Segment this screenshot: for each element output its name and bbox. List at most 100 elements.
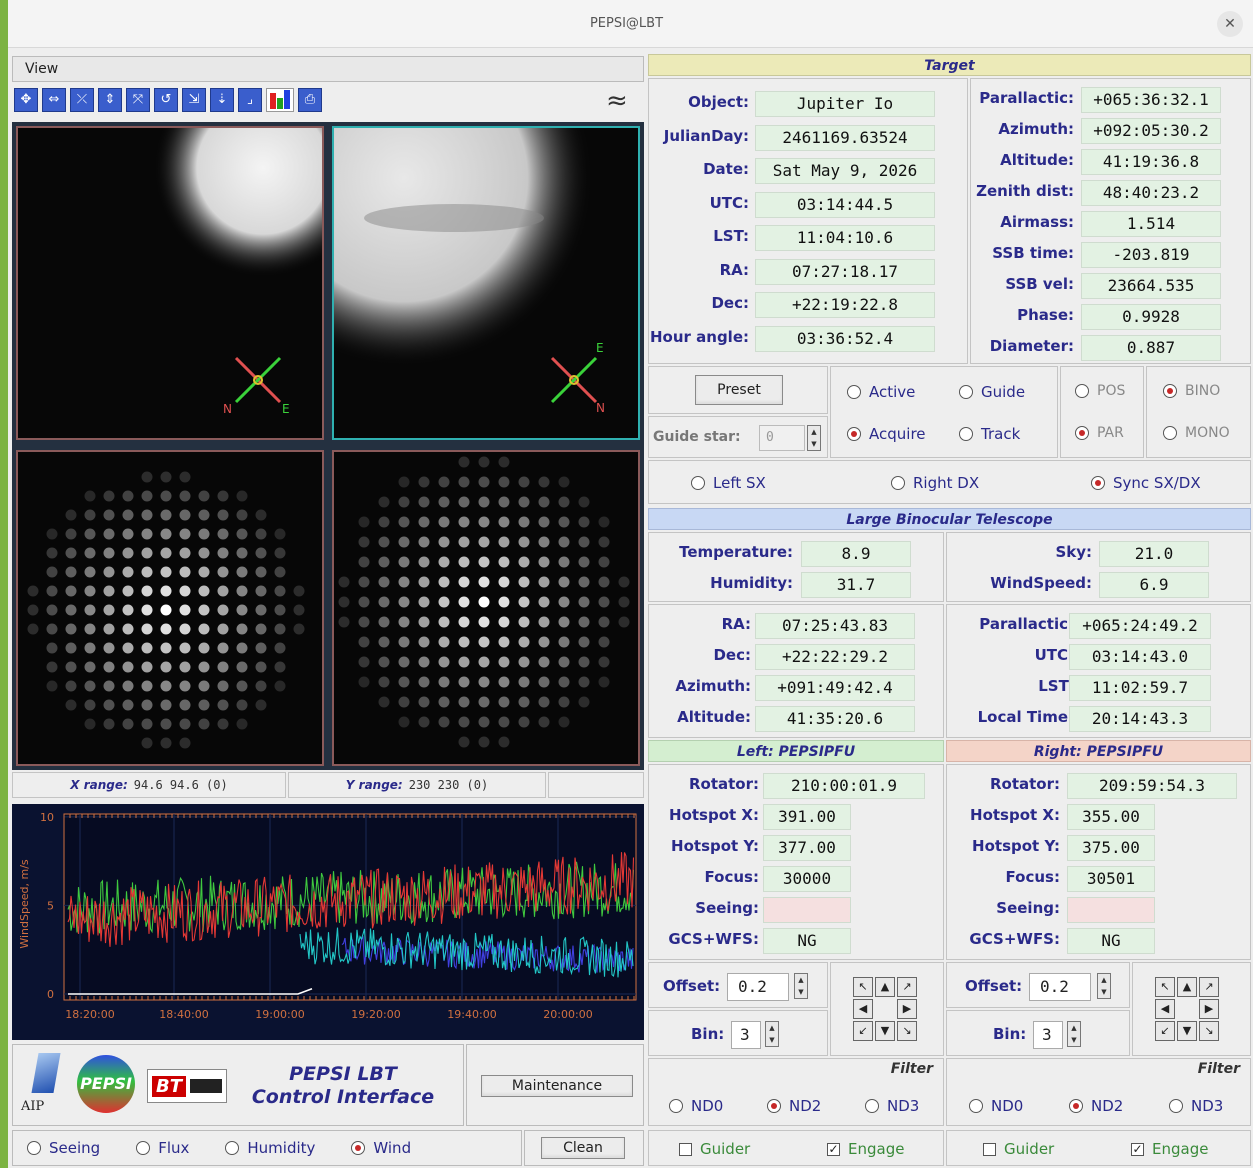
fiber-spot [498, 736, 510, 748]
right-arrow-up-left-icon[interactable]: ↖ [1155, 977, 1175, 997]
fiber-spot [103, 547, 115, 559]
radio-humidity[interactable]: Humidity [225, 1139, 315, 1157]
radio-guide[interactable]: Guide [959, 383, 1025, 401]
lbt-left-value-3: 41:35:20.6 [755, 706, 915, 732]
right-radio-nd3[interactable]: ND3 [1169, 1097, 1223, 1115]
target-right-value-0: +065:36:32.1 [1081, 87, 1221, 113]
right-radio-nd2[interactable]: ND2 [1069, 1097, 1123, 1115]
right-arrow-right-icon[interactable]: ▶ [1199, 999, 1219, 1019]
fiber-spot [458, 636, 470, 648]
right-radio-nd0[interactable]: ND0 [969, 1097, 1023, 1115]
radio-right-dx[interactable]: Right DX [891, 474, 979, 492]
histogram-icon[interactable] [266, 88, 294, 112]
rotate-left-icon[interactable]: ↺ [154, 88, 178, 112]
right-offset-stepper[interactable]: ▲ ▼ [1097, 973, 1111, 999]
fiber-spot [179, 528, 191, 540]
fiber-spot [274, 623, 286, 635]
lbt-left-label-2: Azimuth: [675, 677, 751, 695]
radio-pos[interactable]: POS [1075, 383, 1125, 399]
radio-bino[interactable]: BINO [1163, 383, 1220, 399]
radio-active[interactable]: Active [847, 383, 915, 401]
horizontal-arrows-icon[interactable]: ⇔ [42, 88, 66, 112]
right-offset-field[interactable]: 0.2 [1029, 973, 1091, 1001]
close-icon[interactable]: ✕ [1217, 11, 1243, 37]
pupil-image-left[interactable] [16, 450, 324, 766]
fiber-spot [84, 528, 96, 540]
print-icon[interactable]: ⎙ [298, 88, 322, 112]
target-left-value-7: 03:36:52.4 [755, 325, 935, 352]
fiber-spot [398, 476, 410, 488]
pupil-image-right[interactable] [332, 450, 640, 766]
left-arrow-right-icon[interactable]: ▶ [897, 999, 917, 1019]
left-arrow-down-icon[interactable]: ▼ [875, 1021, 895, 1041]
left-radio-nd3[interactable]: ND3 [865, 1097, 919, 1115]
vertical-arrows-icon[interactable]: ⇕ [98, 88, 122, 112]
radio-mono[interactable]: MONO [1163, 425, 1230, 441]
left-bin-stepper[interactable]: ▲ ▼ [765, 1021, 779, 1047]
radio-track[interactable]: Track [959, 425, 1020, 443]
flip-icon[interactable]: ⇲ [182, 88, 206, 112]
right-bin-stepper[interactable]: ▲ ▼ [1067, 1021, 1081, 1047]
preset-button[interactable]: Preset [695, 375, 783, 405]
left-arrow-left-icon[interactable]: ◀ [853, 999, 873, 1019]
expand-icon[interactable]: ⤧ [126, 88, 150, 112]
left-arrow-up-left-icon[interactable]: ↖ [853, 977, 873, 997]
fiber-spot [103, 661, 115, 673]
left-engage-checkbox[interactable]: ✓ Engage [827, 1140, 905, 1158]
left-arrow-down-left-icon[interactable]: ↙ [853, 1021, 873, 1041]
fiber-spot [578, 616, 590, 628]
radio-flux[interactable]: Flux [136, 1139, 189, 1157]
fiber-spot [236, 528, 248, 540]
guide-star-stepper[interactable]: ▲ ▼ [807, 425, 821, 451]
move-icon[interactable]: ✥ [14, 88, 38, 112]
flip-down-icon[interactable]: ⇣ [210, 88, 234, 112]
left-bin-field[interactable]: 3 [731, 1021, 761, 1049]
left-offset-stepper[interactable]: ▲ ▼ [794, 973, 808, 999]
fiber-spot [217, 661, 229, 673]
left-pfu-fields: Rotator: 210:00:01.9 Hotspot X: 391.00 Hotsp… [648, 764, 944, 960]
scroll-wave-icon[interactable]: ≈ [606, 86, 628, 116]
fiber-spot [160, 604, 172, 616]
right-arrow-left-icon[interactable]: ◀ [1155, 999, 1175, 1019]
fiber-spot [141, 528, 153, 540]
compass-e-label: E [282, 402, 290, 416]
left-radio-nd2[interactable]: ND2 [767, 1097, 821, 1115]
radio-par[interactable]: PAR [1075, 425, 1124, 441]
x-tick-label: 19:40:00 [447, 1008, 496, 1021]
left-offset-field[interactable]: 0.2 [727, 973, 789, 1001]
left-offset-box: Offset: 0.2 ▲ ▼ [648, 962, 828, 1008]
view-menu[interactable]: View [12, 56, 644, 82]
fiber-spot [378, 636, 390, 648]
right-guider-checkbox[interactable]: Guider [983, 1140, 1054, 1158]
maintenance-button[interactable]: Maintenance [481, 1075, 633, 1097]
clean-button[interactable]: Clean [541, 1137, 625, 1159]
left-radio-nd0[interactable]: ND0 [669, 1097, 723, 1115]
shrink-icon[interactable]: ⤫ [70, 88, 94, 112]
radio-left-sx[interactable]: Left SX [691, 474, 766, 492]
right-engage-checkbox[interactable]: ✓ Engage [1131, 1140, 1209, 1158]
left-guider-checkbox[interactable]: Guider [679, 1140, 750, 1158]
right-bin-field[interactable]: 3 [1033, 1021, 1063, 1049]
left-arrow-up-right-icon[interactable]: ↗ [897, 977, 917, 997]
right-arrow-down-icon[interactable]: ▼ [1177, 1021, 1197, 1041]
fiber-spot [103, 699, 115, 711]
radio-sync[interactable]: Sync SX/DX [1091, 474, 1201, 492]
acquisition-image-right[interactable]: E N [332, 126, 640, 440]
fiber-spot [103, 623, 115, 635]
guide-star-field[interactable]: 0 [759, 425, 805, 451]
left-arrow-down-right-icon[interactable]: ↘ [897, 1021, 917, 1041]
right-arrow-up-icon[interactable]: ▲ [1177, 977, 1197, 997]
right-arrow-up-right-icon[interactable]: ↗ [1199, 977, 1219, 997]
acquisition-image-left[interactable]: N E [16, 126, 324, 440]
fiber-spot [103, 585, 115, 597]
radio-wind[interactable]: Wind [351, 1139, 411, 1157]
target-left-label-5: RA: [719, 260, 749, 279]
right-arrow-down-left-icon[interactable]: ↙ [1155, 1021, 1175, 1041]
left-arrow-up-icon[interactable]: ▲ [875, 977, 895, 997]
flip-corner-icon[interactable]: ⌟ [238, 88, 262, 112]
radio-seeing[interactable]: Seeing [27, 1139, 100, 1157]
target-right-value-4: 1.514 [1081, 211, 1221, 237]
right-arrow-down-right-icon[interactable]: ↘ [1199, 1021, 1219, 1041]
radio-acquire[interactable]: Acquire [847, 425, 926, 443]
fiber-spot [578, 576, 590, 588]
